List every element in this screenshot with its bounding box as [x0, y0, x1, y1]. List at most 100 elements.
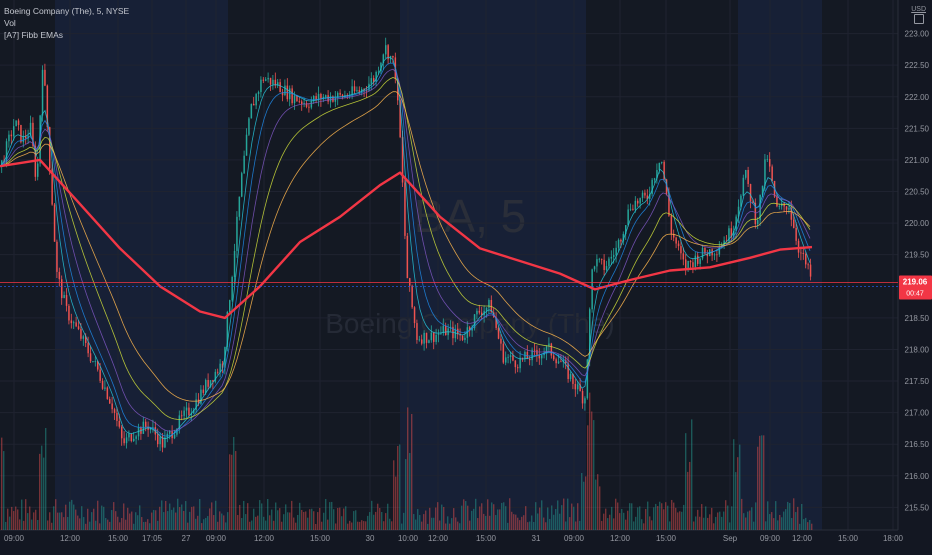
volume-bar	[553, 514, 555, 530]
volume-bar	[435, 507, 437, 530]
volume-bar	[201, 523, 203, 530]
candle-body	[380, 62, 382, 72]
candle-body	[85, 336, 87, 344]
volume-bar	[183, 510, 185, 530]
x-tick-label: 15:00	[838, 534, 859, 543]
candle-body	[764, 159, 766, 186]
volume-bar	[613, 518, 615, 530]
candle-body	[421, 339, 423, 344]
session-band	[738, 0, 822, 530]
candle-body	[320, 93, 322, 100]
volume-bar	[735, 472, 737, 530]
volume-bar	[443, 506, 445, 530]
volume-bar	[61, 512, 63, 530]
candle-body	[97, 361, 99, 370]
volume-bar	[117, 516, 119, 530]
volume-bar	[369, 512, 371, 530]
volume-bar	[33, 512, 35, 530]
volume-bar	[13, 511, 15, 530]
volume-bar	[105, 518, 107, 530]
candle-body	[200, 389, 202, 404]
volume-bar	[237, 515, 239, 530]
candle-body	[704, 247, 706, 254]
candle-body	[718, 248, 721, 255]
candle-body	[397, 78, 399, 101]
volume-bar	[511, 511, 513, 530]
candle-body	[221, 363, 224, 368]
volume-bar	[537, 513, 539, 530]
volume-bar	[811, 523, 813, 530]
candle-body	[1, 160, 3, 167]
volume-bar	[465, 501, 467, 530]
candle-body	[617, 239, 620, 248]
volume-bar	[231, 454, 233, 530]
candle-body	[317, 93, 320, 101]
volume-bar	[721, 516, 723, 530]
candle-body	[15, 120, 17, 127]
candle-body	[133, 438, 135, 442]
volume-bar	[467, 505, 469, 530]
volume-bar	[331, 501, 333, 530]
currency-label[interactable]: USD	[911, 6, 926, 13]
volume-indicator-label[interactable]: Vol	[4, 18, 16, 28]
candle-body	[178, 415, 181, 429]
settings-icon[interactable]	[914, 14, 924, 24]
volume-bar	[595, 479, 597, 530]
volume-bar	[197, 515, 199, 530]
volume-bar	[565, 521, 567, 530]
candle-body	[694, 255, 697, 268]
candle-body	[538, 354, 541, 359]
candle-body	[661, 161, 663, 163]
volume-bar	[333, 509, 335, 530]
volume-bar	[733, 439, 735, 530]
volume-bar	[439, 520, 441, 530]
ema-indicator-label[interactable]: [A7] Fibb EMAs	[4, 30, 64, 40]
candle-body	[795, 227, 797, 241]
ema200-line	[0, 158, 813, 320]
volume-bar	[481, 503, 483, 530]
candle-body	[663, 161, 665, 180]
volume-bar	[5, 521, 7, 530]
candle-body	[596, 259, 598, 267]
candle-body	[519, 357, 521, 369]
candle-body	[646, 195, 649, 199]
volume-bar	[151, 512, 153, 530]
volume-bar	[209, 508, 211, 530]
candle-body	[101, 380, 104, 389]
volume-bar	[739, 444, 741, 530]
volume-bar	[445, 523, 447, 530]
candle-body	[509, 355, 512, 357]
candle-body	[569, 373, 572, 379]
candle-body	[740, 195, 742, 207]
volume-bar	[577, 503, 579, 530]
volume-bar	[727, 505, 729, 530]
volume-bar	[281, 521, 283, 530]
candle-body	[632, 208, 634, 210]
volume-bar	[311, 508, 313, 530]
volume-bar	[603, 513, 605, 530]
x-tick-label: 17:05	[142, 534, 163, 543]
candle-body	[689, 260, 692, 263]
volume-bar	[493, 504, 495, 530]
volume-bar	[543, 517, 545, 530]
volume-bar	[27, 513, 29, 530]
symbol-title[interactable]: Boeing Company (The), 5, NYSE	[4, 6, 130, 16]
volume-bar	[171, 509, 173, 530]
candle-body	[212, 380, 214, 382]
candle-body	[284, 85, 286, 96]
volume-bar	[307, 517, 309, 530]
volume-bar	[167, 511, 169, 530]
candle-body	[382, 54, 385, 63]
volume-bar	[645, 508, 647, 530]
volume-bar	[101, 505, 103, 530]
volume-bar	[207, 516, 209, 530]
candle-body	[99, 369, 101, 381]
volume-bar	[295, 522, 297, 530]
volume-bar	[441, 504, 443, 530]
x-tick-label: Sep	[723, 534, 738, 543]
candle-body	[745, 169, 747, 178]
candle-body	[653, 178, 656, 180]
volume-bar	[129, 513, 131, 530]
